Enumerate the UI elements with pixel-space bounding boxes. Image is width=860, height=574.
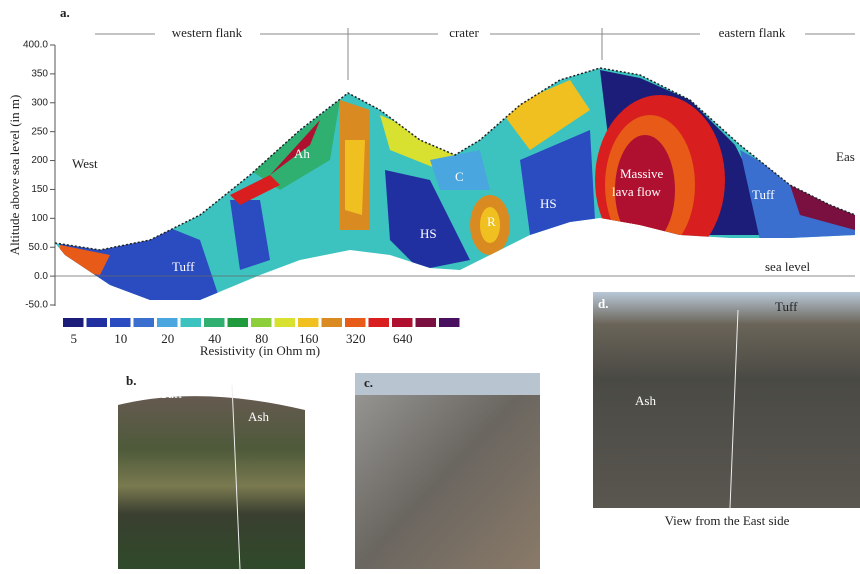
unit-label: C xyxy=(455,169,464,184)
zone-label: eastern flank xyxy=(719,25,786,40)
colorbar-label: 80 xyxy=(255,331,268,346)
photo xyxy=(593,292,860,508)
colorbar-label: 20 xyxy=(161,331,174,346)
y-tick-label: 150 xyxy=(31,184,48,195)
label-bg xyxy=(155,26,260,42)
colorbar-title: Resistivity (in Ohm m) xyxy=(200,343,320,358)
colorbar-swatch xyxy=(321,318,342,327)
photo xyxy=(118,385,305,569)
photo xyxy=(355,373,540,569)
side-label: Eas xyxy=(836,149,855,164)
zone-label: western flank xyxy=(172,25,243,40)
panel-label: d. xyxy=(598,296,608,311)
y-tick-label: 200 xyxy=(31,155,48,166)
label-bg xyxy=(700,26,805,42)
colorbar-label: 320 xyxy=(346,331,366,346)
y-tick-label: 0.0 xyxy=(34,271,48,282)
colorbar-swatch xyxy=(204,318,225,327)
colorbar-swatch xyxy=(439,318,460,327)
colorbar-swatch xyxy=(110,318,131,327)
y-axis-title: Altitude above sea level (in m) xyxy=(7,95,22,256)
contact-line xyxy=(729,309,739,509)
y-tick-label: 50.0 xyxy=(29,242,49,253)
colorbar-swatch xyxy=(133,318,154,327)
caption: View from the East side xyxy=(665,513,790,528)
panel-label: b. xyxy=(126,373,136,388)
colorbar-swatch xyxy=(415,318,436,327)
colorbar-swatch xyxy=(368,318,389,327)
unit-label: Massive xyxy=(620,166,664,181)
y-tick-label: 400.0 xyxy=(23,40,48,51)
colorbar-swatch xyxy=(298,318,319,327)
colorbar-swatch xyxy=(251,318,272,327)
side-label: West xyxy=(72,156,98,171)
zone-label: crater xyxy=(449,25,479,40)
colorbar-label: 40 xyxy=(208,331,221,346)
colorbar-label: 5 xyxy=(71,331,78,346)
unit-label: Ah xyxy=(294,146,310,161)
colorbar-swatch xyxy=(180,318,201,327)
colorbar-label: 10 xyxy=(114,331,127,346)
panel-label: a. xyxy=(60,5,70,20)
y-tick-label: -50.0 xyxy=(25,300,48,311)
unit-label: HS xyxy=(420,226,437,241)
topography xyxy=(54,67,856,251)
photo-label: Tuff xyxy=(775,299,798,314)
colorbar-swatch xyxy=(392,318,413,327)
unit-label: R xyxy=(487,214,496,229)
unit-label: Tuff xyxy=(172,259,195,274)
photo-label: Ash xyxy=(635,393,656,408)
photo-label: Ash xyxy=(248,409,269,424)
y-tick-label: 350 xyxy=(31,69,48,80)
label-bg xyxy=(438,26,490,42)
photo-label: Tuff xyxy=(160,386,183,401)
panel-c: c. xyxy=(355,373,540,569)
contact-line xyxy=(231,384,241,570)
y-tick-label: 300 xyxy=(31,97,48,108)
colorbar-swatch xyxy=(86,318,107,327)
colorbar-swatch xyxy=(63,318,84,327)
unit-label: HS xyxy=(540,196,557,211)
unit-label: lava flow xyxy=(612,184,661,199)
unit-label: Tuff xyxy=(752,187,775,202)
colorbar-label: 160 xyxy=(299,331,319,346)
colorbar-swatch xyxy=(157,318,178,327)
y-tick-label: 100 xyxy=(31,213,48,224)
colorbar-swatch xyxy=(345,318,366,327)
panel-d: d. Tuff Ash View from the East side xyxy=(593,292,860,528)
y-tick-label: 250 xyxy=(31,126,48,137)
colorbar-label: 640 xyxy=(393,331,413,346)
colorbar-swatch xyxy=(227,318,248,327)
panel-label: c. xyxy=(364,375,373,390)
sea-level-label: sea level xyxy=(765,259,811,274)
colorbar-swatch xyxy=(274,318,295,327)
panel-b: b. Tuff Ash xyxy=(118,373,305,570)
